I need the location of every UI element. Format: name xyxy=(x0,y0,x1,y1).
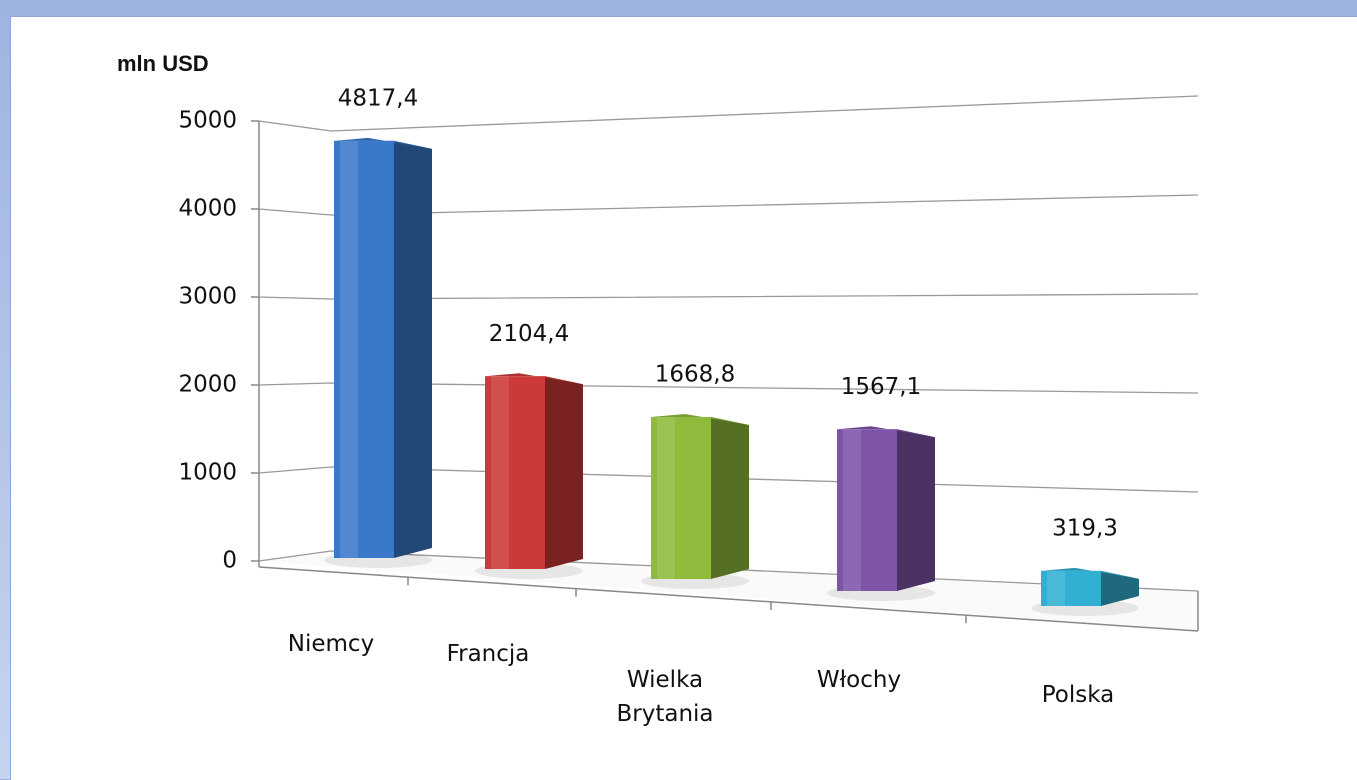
slide: 0 1000 2000 3000 4000 5000 4817,4 2104,4 1668,8 1… xyxy=(10,16,1357,780)
bar-side xyxy=(1101,570,1139,606)
y-tick-label: 2000 xyxy=(178,372,237,398)
bar-top xyxy=(837,426,935,438)
bar-side xyxy=(545,376,583,569)
y-tick-label: 1000 xyxy=(178,460,237,486)
bar xyxy=(334,140,394,558)
bar-highlight xyxy=(657,417,675,579)
floor xyxy=(259,551,1198,631)
bar-highlight xyxy=(843,429,861,591)
value-label: 2104,4 xyxy=(489,321,569,347)
grid-line xyxy=(258,293,1199,300)
bar xyxy=(485,376,545,569)
x-tick-label: Francja xyxy=(446,641,530,667)
grid-line xyxy=(258,382,1199,394)
value-label: 4817,4 xyxy=(338,85,418,111)
bar xyxy=(651,417,711,579)
value-label: 1668,8 xyxy=(655,362,735,388)
bar-highlight xyxy=(340,140,358,558)
bar-highlight xyxy=(491,376,509,569)
x-tick-label: Niemcy xyxy=(287,631,375,657)
x-axis xyxy=(258,566,1199,632)
grid-line xyxy=(258,95,1199,132)
value-label: 319,3 xyxy=(1052,515,1118,541)
y-axis-title: mln USD xyxy=(117,51,209,76)
bar-top xyxy=(1041,567,1139,579)
y-tick-label: 3000 xyxy=(178,284,237,310)
x-tick-label: Wielka Brytania xyxy=(616,667,714,727)
x-tick-label: Włochy xyxy=(816,667,902,693)
bar-side xyxy=(897,429,935,591)
x-tick-label: Polska xyxy=(1041,682,1115,708)
bar-side xyxy=(711,417,749,579)
bar-top xyxy=(485,373,583,385)
value-label: 1567,1 xyxy=(841,374,921,400)
grid-line xyxy=(258,194,1199,216)
bar xyxy=(1041,570,1101,606)
bar-side xyxy=(394,140,432,558)
bar-top xyxy=(334,137,432,149)
bar-highlight xyxy=(1047,570,1065,606)
y-tick-label: 5000 xyxy=(178,108,237,134)
chart: 0 1000 2000 3000 4000 5000 4817,4 2104,4 1668,8 1… xyxy=(178,85,1199,632)
y-tick-label: 0 xyxy=(222,548,237,574)
y-tick-label: 4000 xyxy=(178,196,237,222)
bar-top xyxy=(651,414,749,426)
bar xyxy=(837,429,897,591)
